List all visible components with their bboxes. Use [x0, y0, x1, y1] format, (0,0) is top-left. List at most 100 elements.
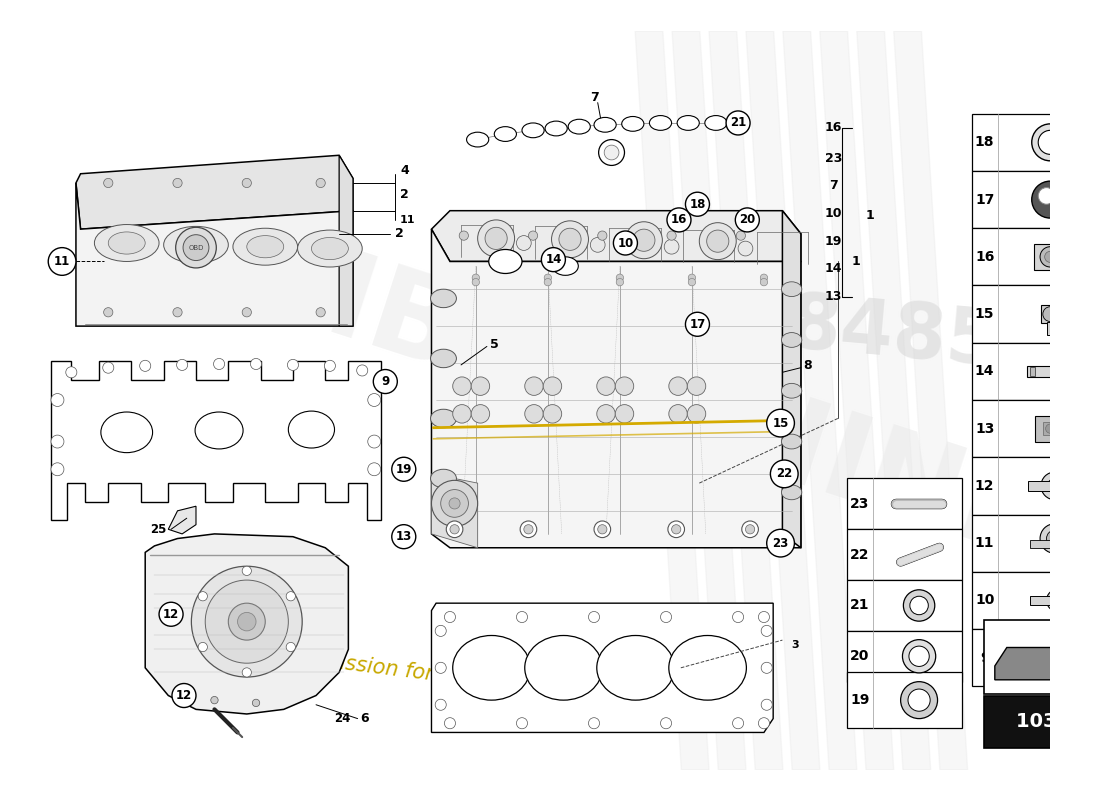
Circle shape	[103, 178, 113, 187]
Ellipse shape	[649, 115, 672, 130]
Circle shape	[1041, 524, 1069, 554]
Circle shape	[472, 278, 480, 286]
Circle shape	[1038, 130, 1063, 154]
Circle shape	[103, 308, 113, 317]
Circle shape	[901, 682, 937, 718]
Ellipse shape	[781, 383, 802, 398]
Circle shape	[597, 377, 615, 395]
Circle shape	[1046, 424, 1055, 434]
Circle shape	[597, 405, 615, 423]
Text: 10: 10	[617, 237, 634, 250]
Circle shape	[1046, 650, 1063, 666]
Text: OBD: OBD	[188, 245, 204, 250]
Circle shape	[761, 699, 772, 710]
Ellipse shape	[494, 126, 516, 142]
Ellipse shape	[594, 118, 616, 132]
Text: 12: 12	[176, 689, 192, 702]
Circle shape	[1041, 246, 1060, 267]
Circle shape	[746, 525, 755, 534]
Circle shape	[1041, 472, 1069, 500]
Circle shape	[541, 248, 565, 272]
Circle shape	[660, 611, 672, 622]
Circle shape	[444, 611, 455, 622]
Text: 23: 23	[825, 151, 842, 165]
Circle shape	[286, 592, 296, 601]
Bar	[971, 400, 1100, 458]
Circle shape	[626, 222, 662, 258]
Circle shape	[176, 227, 217, 268]
Ellipse shape	[781, 485, 802, 500]
Text: 23: 23	[850, 497, 870, 511]
Circle shape	[598, 139, 625, 166]
Circle shape	[733, 718, 744, 729]
Bar	[971, 114, 1100, 171]
Bar	[1032, 652, 1055, 663]
Text: 21: 21	[850, 598, 870, 613]
Circle shape	[436, 662, 447, 674]
Ellipse shape	[246, 236, 284, 258]
Bar	[1027, 366, 1074, 377]
Text: 14: 14	[546, 253, 562, 266]
Circle shape	[902, 640, 936, 673]
Polygon shape	[994, 647, 1100, 680]
Circle shape	[669, 377, 688, 395]
Circle shape	[51, 462, 64, 476]
Text: 20: 20	[739, 214, 756, 226]
Circle shape	[767, 530, 794, 557]
Circle shape	[597, 231, 607, 240]
Circle shape	[543, 405, 562, 423]
Circle shape	[373, 370, 397, 394]
Circle shape	[1038, 187, 1055, 204]
Circle shape	[616, 278, 624, 286]
Bar	[1030, 596, 1059, 605]
Text: 13: 13	[825, 290, 842, 303]
Text: 103 06: 103 06	[1016, 712, 1090, 731]
Text: 22: 22	[850, 548, 870, 562]
Text: 22: 22	[777, 467, 792, 480]
Polygon shape	[431, 603, 773, 733]
Bar	[1035, 416, 1065, 442]
Circle shape	[316, 308, 326, 317]
Circle shape	[588, 611, 600, 622]
Circle shape	[761, 662, 772, 674]
Circle shape	[525, 405, 543, 423]
Circle shape	[392, 525, 416, 549]
Circle shape	[177, 359, 188, 370]
Ellipse shape	[430, 350, 456, 368]
Text: 19: 19	[850, 693, 870, 707]
Circle shape	[453, 377, 471, 395]
Polygon shape	[168, 506, 196, 534]
Circle shape	[688, 377, 706, 395]
Ellipse shape	[597, 635, 674, 700]
Text: LAMBORGHINI: LAMBORGHINI	[84, 171, 1020, 574]
Circle shape	[1047, 478, 1063, 494]
Text: 16: 16	[975, 250, 994, 264]
Circle shape	[726, 111, 750, 135]
Bar	[847, 673, 962, 728]
Bar	[1046, 322, 1054, 335]
Text: 7: 7	[591, 90, 600, 103]
Text: 2: 2	[395, 227, 404, 240]
Text: 15: 15	[975, 307, 994, 321]
Circle shape	[436, 626, 447, 637]
Text: 18: 18	[690, 198, 705, 210]
Circle shape	[685, 312, 710, 336]
Circle shape	[525, 377, 543, 395]
Text: 1: 1	[851, 255, 860, 268]
Text: 20: 20	[850, 650, 870, 663]
Circle shape	[528, 231, 538, 240]
Polygon shape	[145, 534, 349, 714]
Circle shape	[597, 525, 607, 534]
Circle shape	[760, 274, 768, 282]
Ellipse shape	[311, 238, 349, 260]
Ellipse shape	[552, 257, 579, 275]
Circle shape	[172, 683, 196, 707]
Bar	[983, 695, 1100, 748]
Text: 16: 16	[671, 214, 688, 226]
Circle shape	[741, 521, 758, 538]
Circle shape	[198, 642, 208, 652]
Circle shape	[436, 699, 447, 710]
Text: 17: 17	[690, 318, 705, 330]
Circle shape	[471, 405, 490, 423]
Ellipse shape	[488, 250, 522, 274]
